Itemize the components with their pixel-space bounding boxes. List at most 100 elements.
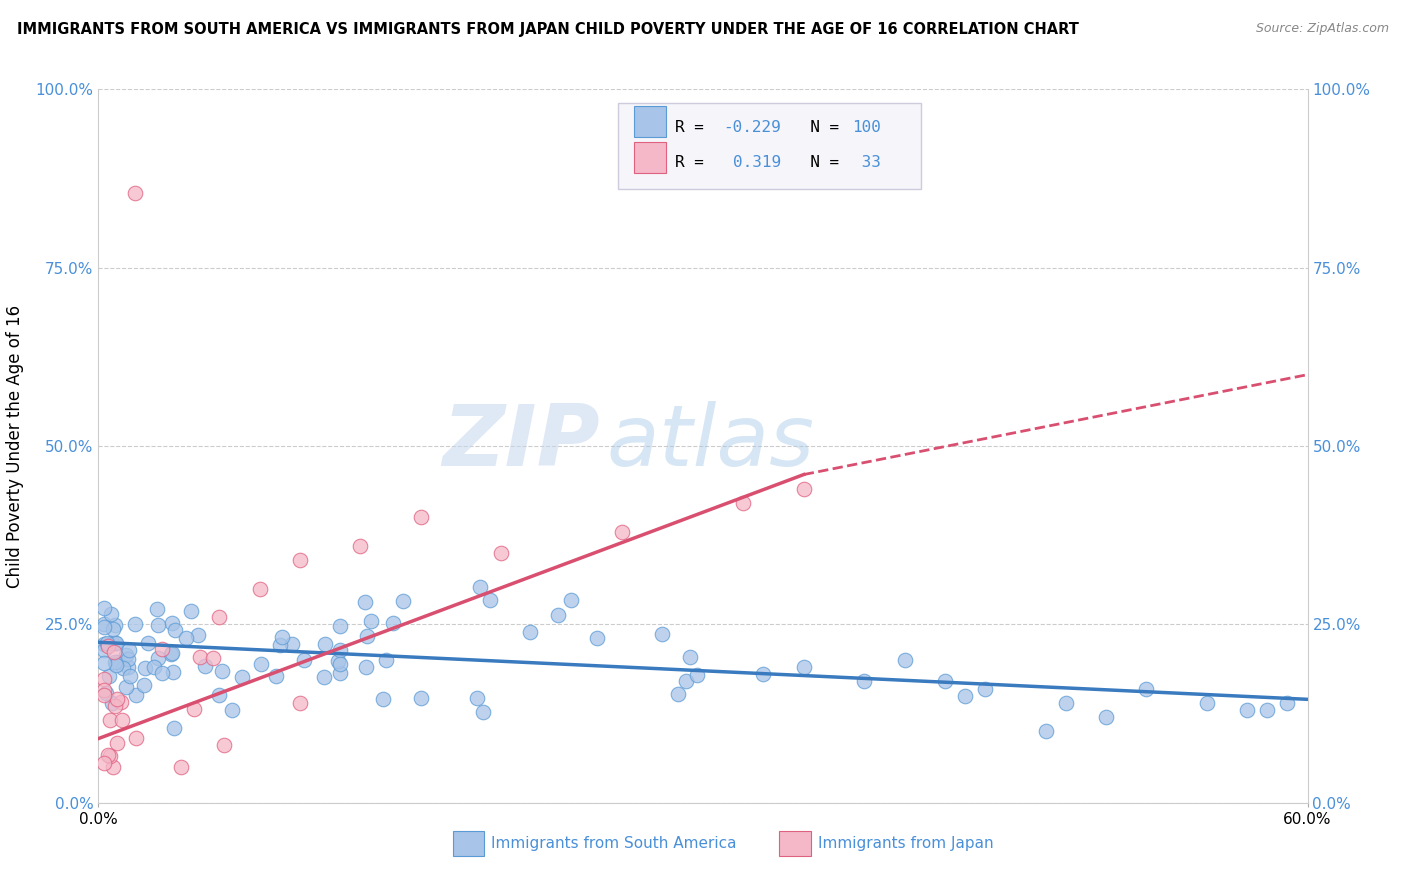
Point [249,582,271,596]
Text: Immigrants from South America: Immigrants from South America [492,836,737,851]
Point [183,702,205,716]
Point [93,620,115,634]
Point [125,731,148,745]
Point [93,616,115,631]
FancyBboxPatch shape [619,103,921,189]
Point [104,699,127,714]
Point [354,660,377,674]
Point [465,691,488,706]
Point [93,672,115,686]
Point [685,668,707,682]
Point [145,602,167,616]
FancyBboxPatch shape [779,831,811,855]
Point [360,614,382,628]
Point [560,593,582,607]
Point [1054,696,1077,710]
Point [893,653,915,667]
Text: -0.229: -0.229 [724,120,782,135]
Point [117,652,139,666]
Point [115,680,138,694]
Text: ZIP: ZIP [443,401,600,484]
Point [150,642,173,657]
Point [853,674,876,689]
Point [125,688,148,702]
Point [468,580,491,594]
Point [249,657,271,671]
Point [105,691,128,706]
Point [264,669,287,683]
Point [134,661,156,675]
Point [733,496,755,510]
Point [1195,696,1218,710]
Point [101,636,124,650]
Point [117,643,139,657]
Point [98,714,121,728]
Point [675,674,697,689]
Point [105,657,128,672]
Point [111,714,134,728]
FancyBboxPatch shape [453,831,484,855]
Point [752,667,775,681]
Point [160,615,183,630]
Text: R =: R = [675,120,714,135]
Point [329,619,352,633]
Point [231,670,253,684]
Point [329,643,352,657]
Point [148,651,170,665]
Point [349,539,371,553]
Point [1135,681,1157,696]
Point [612,524,634,539]
Point [281,636,304,650]
Point [96,636,118,650]
Text: 33: 33 [852,155,880,170]
Y-axis label: Child Poverty Under the Age of 16: Child Poverty Under the Age of 16 [7,304,24,588]
Point [356,629,378,643]
Point [111,661,134,675]
Point [409,690,432,705]
Point [159,647,181,661]
Point [288,696,311,710]
Point [104,655,127,669]
Point [666,687,689,701]
Text: 0.319: 0.319 [734,155,782,170]
Point [97,747,120,762]
Point [329,666,352,681]
Point [392,594,415,608]
Point [519,625,541,640]
Point [188,649,211,664]
Point [162,665,184,680]
Point [974,681,997,696]
Point [288,553,311,567]
Point [1256,703,1278,717]
Point [221,703,243,717]
Point [93,601,115,615]
Point [193,659,215,673]
Text: 100: 100 [852,120,880,135]
Point [105,736,128,750]
Text: N =: N = [792,120,849,135]
Text: Immigrants from Japan: Immigrants from Japan [818,836,994,851]
Point [1095,710,1118,724]
Point [146,618,169,632]
Point [124,186,146,200]
Point [110,695,132,709]
Point [174,632,197,646]
Point [105,635,128,649]
Point [212,738,235,752]
Point [93,683,115,698]
Point [117,659,139,673]
Point [934,674,956,689]
Text: Source: ZipAtlas.com: Source: ZipAtlas.com [1256,22,1389,36]
Point [187,628,209,642]
Point [679,649,702,664]
Point [354,595,377,609]
Text: atlas: atlas [606,401,814,484]
Point [93,637,115,651]
Point [97,669,120,683]
Point [98,749,121,764]
Point [292,653,315,667]
Point [132,677,155,691]
Point [93,688,115,702]
Point [93,643,115,657]
Point [100,607,122,622]
